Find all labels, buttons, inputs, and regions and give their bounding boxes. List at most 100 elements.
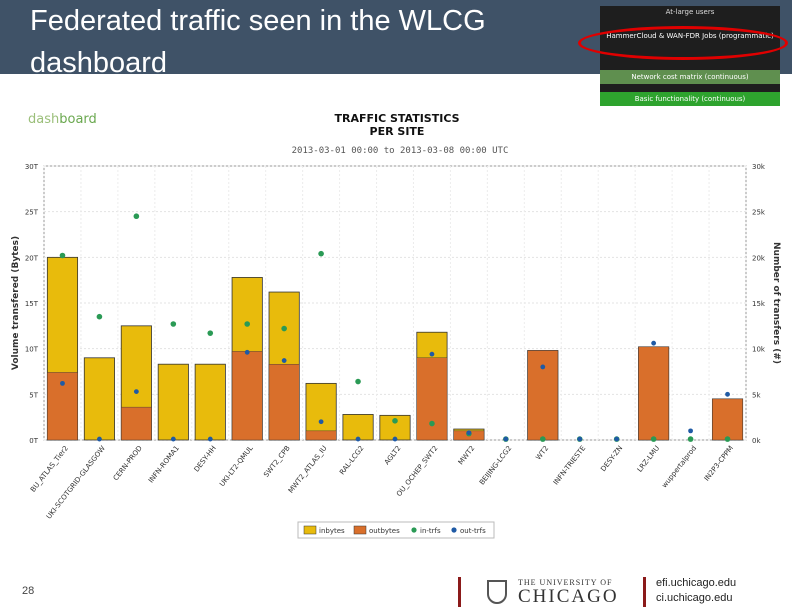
- bar-outbytes: [638, 346, 669, 441]
- dashboard-logo: dashboard: [28, 112, 97, 127]
- y2-axis-label: Number of transfers (#): [771, 242, 781, 364]
- bar-inbytes: [342, 414, 374, 441]
- page-number: 28: [22, 585, 35, 597]
- point-out-trfs: [60, 380, 65, 386]
- y2-tick-label: 30k: [752, 163, 766, 171]
- category-label: wuppertalprod: [660, 444, 698, 489]
- inset-row-at-large: At-large users: [665, 8, 715, 16]
- point-out-trfs: [318, 419, 324, 425]
- legend-swatch-in-trfs: [411, 527, 417, 533]
- point-in-trfs: [724, 436, 731, 442]
- bar-outbytes: [527, 350, 559, 441]
- y-tick-label: 25T: [25, 209, 39, 217]
- inset-row-basic: Basic functionality (continuous): [600, 92, 780, 106]
- legend-swatch-inbytes: [303, 525, 317, 535]
- category-label: LRZ-LMU: [636, 444, 661, 473]
- point-in-trfs: [355, 378, 361, 385]
- category-label: DESY-ZN: [599, 444, 624, 473]
- point-out-trfs: [466, 430, 472, 436]
- point-out-trfs: [540, 364, 546, 370]
- link-efi[interactable]: efi.uchicago.edu: [656, 577, 737, 589]
- y-tick-label: 5T: [29, 391, 38, 399]
- y-axis-label: Volume transfered (Bytes): [11, 236, 21, 370]
- inset-row-network: Network cost matrix (continuous): [600, 70, 780, 84]
- point-out-trfs: [244, 349, 250, 355]
- university-name: CHICAGO: [518, 586, 619, 607]
- link-ci[interactable]: ci.uchicago.edu: [656, 592, 733, 604]
- point-in-trfs: [429, 420, 435, 427]
- bar-outbytes: [712, 398, 743, 441]
- category-label: INFN-TRIESTE: [552, 444, 587, 486]
- point-out-trfs: [725, 391, 730, 397]
- category-label: BEIJING-LCG2: [478, 444, 513, 486]
- point-out-trfs: [97, 436, 102, 442]
- category-label: UKI-LT2-QMUL: [218, 444, 255, 488]
- category-label: OU_OCHEP_SWT2: [395, 444, 440, 498]
- bar-inbytes: [83, 357, 115, 441]
- point-in-trfs: [539, 436, 546, 442]
- point-in-trfs: [650, 436, 657, 442]
- bar-inbytes: [157, 363, 189, 441]
- logo-prefix: dash: [28, 112, 60, 127]
- point-out-trfs: [688, 428, 693, 434]
- bar-outbytes: [305, 430, 337, 441]
- y-tick-label: 15T: [25, 300, 39, 308]
- legend-swatch-out-trfs: [451, 527, 457, 533]
- chart-subtitle: 2013-03-01 00:00 to 2013-03-08 00:00 UTC: [291, 146, 509, 156]
- point-in-trfs: [170, 321, 177, 327]
- bar-outbytes: [121, 406, 152, 441]
- point-in-trfs: [244, 321, 251, 327]
- category-label: SWT2_CPB: [262, 444, 292, 479]
- point-in-trfs: [207, 330, 214, 336]
- y2-tick-label: 15k: [752, 300, 766, 308]
- point-out-trfs: [651, 340, 657, 346]
- legend-swatch-outbytes: [353, 525, 367, 535]
- university-name-small: THE UNIVERSITY OF: [518, 578, 613, 587]
- category-label: WT2: [534, 444, 550, 461]
- point-out-trfs: [133, 389, 139, 394]
- point-in-trfs: [392, 418, 398, 424]
- category-label: CERN-PROD: [112, 444, 144, 482]
- point-out-trfs: [170, 436, 176, 442]
- point-out-trfs: [614, 436, 620, 442]
- category-label: DESY-HH: [193, 444, 218, 473]
- category-label: IN2P3-CPPM: [703, 444, 735, 482]
- highlight-ellipse: [578, 26, 788, 60]
- point-in-trfs: [281, 325, 287, 332]
- point-in-trfs: [687, 436, 694, 442]
- category-label: MWT2: [457, 444, 477, 466]
- legend-box: [297, 521, 495, 539]
- bar-outbytes: [416, 357, 448, 441]
- bar-outbytes: [268, 363, 300, 441]
- bar-inbytes: [194, 363, 226, 441]
- y-tick-label: 0T: [29, 437, 38, 445]
- slide-title: Federated traffic seen in the WLCG dashb…: [30, 5, 486, 79]
- category-label: INFN-ROMA1: [147, 444, 181, 484]
- point-out-trfs: [577, 436, 583, 442]
- legend-label: in-trfs: [420, 527, 441, 535]
- bar-outbytes: [231, 351, 263, 441]
- y2-tick-label: 0k: [752, 437, 761, 445]
- point-out-trfs: [355, 436, 361, 442]
- y-tick-label: 20T: [25, 254, 39, 262]
- chart-title: TRAFFIC STATISTICS PER SITE: [334, 112, 460, 138]
- point-out-trfs: [207, 436, 213, 442]
- point-out-trfs: [392, 436, 398, 442]
- footer-divider-right: [643, 577, 646, 607]
- category-label: AGLT2: [383, 444, 403, 466]
- traffic-chart: 0T 5T 10T 15T 20T 25T 30T 0k 5k 10k 15k 20k 25k 30k BU…: [11, 163, 781, 539]
- y2-tick-label: 10k: [752, 346, 766, 354]
- category-label: BU_ATLAS_Tier2: [29, 444, 70, 493]
- bar-inbytes: [305, 382, 337, 441]
- point-out-trfs: [281, 358, 287, 363]
- y2-tick-label: 25k: [752, 209, 766, 217]
- y-tick-label: 10T: [25, 346, 39, 354]
- y2-tick-label: 5k: [752, 391, 761, 399]
- category-label: RAL-LCG2: [338, 444, 365, 476]
- y2-tick-label: 20k: [752, 254, 766, 262]
- point-in-trfs: [59, 252, 66, 259]
- legend-label: inbytes: [319, 527, 345, 535]
- point-out-trfs: [429, 351, 435, 357]
- category-label: MWT2_ATLAS_IU: [287, 444, 329, 494]
- university-crest-icon: [487, 580, 507, 604]
